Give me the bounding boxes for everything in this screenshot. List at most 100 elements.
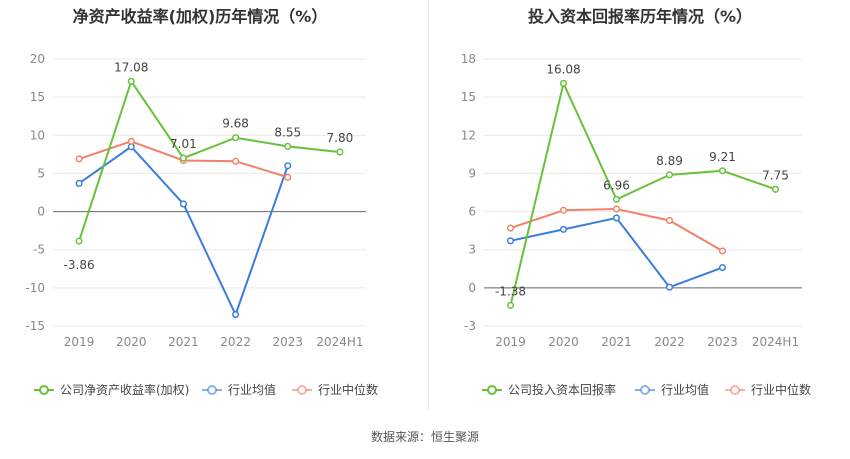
y-tick-label: 0 [37, 205, 45, 219]
data-point [179, 200, 187, 208]
data-point [559, 206, 568, 214]
data-point [559, 225, 568, 233]
data-point [718, 247, 727, 255]
data-point [75, 237, 83, 245]
x-tick-label: 2023 [707, 335, 738, 349]
y-tick-label: 20 [30, 52, 45, 66]
x-tick-label: 2020 [548, 335, 579, 349]
data-label: 7.01 [170, 137, 197, 151]
data-point [665, 216, 674, 225]
series-industry-avg [506, 214, 727, 291]
legend-label: 公司净资产收益率(加权) [60, 382, 189, 397]
chart-title: 投入资本回报率历年情况（%） [528, 7, 752, 26]
data-label: 7.80 [327, 131, 354, 145]
y-tick-label: 3 [468, 243, 476, 257]
data-point [612, 214, 621, 222]
y-tick-label: -15 [25, 319, 45, 333]
chart-2: 投入资本回报率历年情况（%） -3 0 3 6 9 12 15 18 2019 2020 2021 20… [461, 7, 811, 397]
data-label: 7.75 [762, 168, 789, 182]
data-point [506, 224, 515, 232]
y-tick-label: 18 [461, 52, 476, 66]
data-point [665, 283, 674, 291]
y-tick-label: -10 [25, 281, 45, 295]
data-point [665, 171, 674, 179]
legend-marker [640, 385, 650, 395]
data-point [75, 179, 83, 187]
panel-divider [428, 0, 429, 410]
data-point [284, 162, 292, 170]
data-label: 9.68 [222, 117, 249, 131]
data-point [612, 195, 621, 203]
x-tick-label: 2019 [495, 335, 526, 349]
x-tick-label: 2020 [116, 335, 147, 349]
x-tick-label: 2022 [220, 335, 251, 349]
series-industry-median [506, 205, 727, 255]
data-label: 16.08 [546, 62, 580, 76]
data-point [336, 148, 344, 156]
y-tick-label: 6 [468, 205, 476, 219]
legend-label: 公司投入资本回报率 [508, 382, 616, 397]
x-tick-label: 2021 [601, 335, 632, 349]
series-company: -3.86 17.08 7.01 9.68 8.55 7.80 [64, 60, 354, 272]
data-point [127, 137, 135, 145]
series-line [78, 145, 289, 318]
legend-marker [207, 385, 217, 395]
chart-1: 净资产收益率(加权)历年情况（%） -15 -10 -5 0 5 10 15 20 2019 202… [25, 7, 378, 397]
data-point [506, 301, 515, 309]
legend-item: 行业均值 [635, 382, 709, 397]
y-tick-label: 12 [461, 128, 476, 142]
data-point [612, 205, 621, 213]
legend-item: 行业中位数 [292, 382, 378, 397]
series-industry-avg [75, 143, 292, 319]
data-point [718, 167, 727, 175]
legend-item: 公司投入资本回报率 [482, 382, 616, 397]
y-tick-label: -3 [464, 319, 476, 333]
legend-marker [730, 385, 740, 395]
series-line [510, 216, 723, 289]
x-tick-label: 2024H1 [316, 335, 363, 349]
data-label: 17.08 [114, 60, 148, 74]
legend-marker [487, 385, 497, 395]
y-tick-label: 10 [30, 128, 45, 142]
data-label: 8.55 [274, 125, 301, 139]
series-line [78, 79, 341, 242]
data-label: 8.89 [656, 154, 683, 168]
data-label: 9.21 [709, 150, 736, 164]
legend-marker [39, 385, 49, 395]
x-tick-label: 2019 [64, 335, 95, 349]
legend-label: 行业均值 [661, 382, 709, 397]
x-tick-label: 2021 [168, 335, 199, 349]
data-point [284, 173, 292, 181]
legend-item: 公司净资产收益率(加权) [34, 382, 189, 397]
series-line [509, 80, 776, 306]
legend-item: 行业均值 [202, 382, 276, 397]
data-point [232, 157, 240, 165]
y-tick-label: 0 [468, 281, 476, 295]
data-point [179, 154, 187, 162]
legend-marker [297, 385, 307, 395]
y-tick-label: 15 [461, 90, 476, 104]
y-tick-label: 15 [30, 90, 45, 104]
x-tick-label: 2022 [654, 335, 685, 349]
data-point [718, 263, 727, 272]
data-label: -3.86 [64, 258, 95, 272]
y-tick-label: 5 [37, 166, 45, 180]
data-label: -1.38 [495, 284, 526, 298]
data-point [771, 185, 780, 193]
x-tick-label: 2024H1 [752, 335, 799, 349]
data-point [506, 237, 515, 245]
data-point [75, 155, 83, 163]
y-tick-label: -5 [33, 243, 45, 257]
data-source-note: 数据来源：恒生聚源 [370, 430, 479, 444]
legend-label: 行业均值 [228, 382, 276, 397]
chart-title: 净资产收益率(加权)历年情况（%） [73, 7, 328, 26]
y-tick-label: 9 [468, 166, 476, 180]
data-point [127, 77, 135, 85]
legend-item: 行业中位数 [725, 382, 811, 397]
data-point [232, 134, 240, 142]
legend-label: 行业中位数 [318, 382, 378, 397]
data-point [284, 142, 292, 150]
data-point [559, 79, 568, 87]
series-company: -1.38 16.08 6.96 8.89 9.21 7.75 [495, 62, 789, 309]
data-point [232, 311, 240, 319]
